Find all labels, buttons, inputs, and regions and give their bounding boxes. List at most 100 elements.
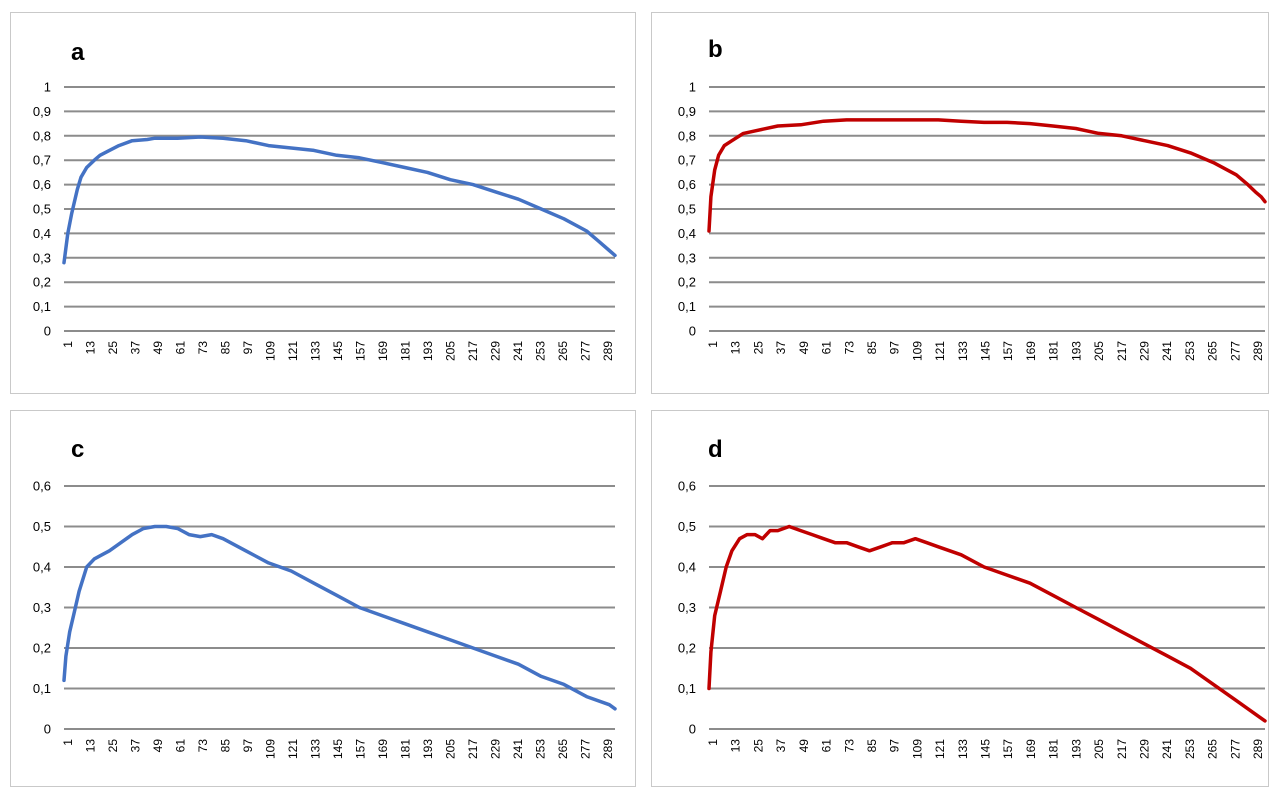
y-tick-label: 1 xyxy=(44,80,51,95)
x-tick-label: 205 xyxy=(1092,739,1106,759)
series-line xyxy=(62,135,617,265)
x-tick-label: 73 xyxy=(842,739,856,753)
x-tick-label: 193 xyxy=(421,341,435,361)
panel-letter: b xyxy=(708,36,723,63)
y-tick-label: 0,8 xyxy=(33,128,51,143)
y-tick-label: 0,2 xyxy=(678,641,696,656)
x-tick-label: 157 xyxy=(354,739,368,759)
y-tick-label: 0,4 xyxy=(678,560,696,575)
x-tick-label: 25 xyxy=(106,739,120,753)
y-tick-label: 0,1 xyxy=(33,299,51,314)
panel-letter: c xyxy=(71,436,84,463)
x-tick-label: 13 xyxy=(729,341,743,355)
x-tick-label: 49 xyxy=(797,341,811,355)
chart-svg-b: b 0 0,1 0,2 0,3 0,4 0,5 0,6 0,7 0,8 0,9 1 1 13 25 37 49 6… xyxy=(678,36,1267,361)
x-tick-label: 37 xyxy=(129,739,143,753)
x-tick-label: 97 xyxy=(888,341,902,355)
x-tick-label: 13 xyxy=(84,341,98,355)
x-tick-label: 37 xyxy=(774,739,788,753)
y-tick-label: 0,3 xyxy=(678,250,696,265)
x-tick-label: 37 xyxy=(774,341,788,355)
x-tick-label: 205 xyxy=(444,341,458,361)
x-tick-label: 193 xyxy=(1069,341,1083,361)
x-tick-label: 169 xyxy=(1024,739,1038,759)
x-tick-label: 265 xyxy=(1206,341,1220,361)
x-tick-label: 145 xyxy=(979,739,993,759)
x-tick-label: 265 xyxy=(556,341,570,361)
x-tick-label: 157 xyxy=(1001,341,1015,361)
x-tick-label: 133 xyxy=(309,341,323,361)
x-tick-label: 133 xyxy=(956,739,970,759)
x-tick-label: 253 xyxy=(534,341,548,361)
y-tick-label: 0,6 xyxy=(678,177,696,192)
x-tick-label: 145 xyxy=(331,341,345,361)
x-tick-label: 253 xyxy=(1183,739,1197,759)
x-tick-label: 25 xyxy=(106,341,120,355)
chart-panel-b: b 0 0,1 0,2 0,3 0,4 0,5 0,6 0,7 0,8 0,9 1 1 13 25 37 49 6… xyxy=(651,12,1269,394)
x-tick-label: 181 xyxy=(1047,341,1061,361)
x-tick-label: 205 xyxy=(444,739,458,759)
x-tick-label: 217 xyxy=(466,739,480,759)
x-tick-label: 121 xyxy=(286,341,300,361)
x-tick-label: 109 xyxy=(910,739,924,759)
y-tick-label: 0,2 xyxy=(678,275,696,290)
x-tick-label: 133 xyxy=(309,739,323,759)
y-tick-label: 0,2 xyxy=(33,641,51,656)
x-tick-label: 157 xyxy=(354,341,368,361)
y-tick-label: 0,6 xyxy=(33,479,51,494)
y-tick-label: 0,9 xyxy=(678,104,696,119)
x-tick-label: 73 xyxy=(842,341,856,355)
y-tick-label: 0,6 xyxy=(33,177,51,192)
x-tick-label: 97 xyxy=(241,341,255,355)
x-tick-label: 169 xyxy=(376,341,390,361)
y-tick-label: 0,1 xyxy=(678,299,696,314)
x-tick-label: 61 xyxy=(174,341,188,355)
x-tick-label: 109 xyxy=(264,341,278,361)
x-tick-label: 217 xyxy=(1115,341,1129,361)
x-tick-label: 73 xyxy=(196,341,210,355)
x-tick-label: 25 xyxy=(751,739,765,753)
y-tick-label: 0,3 xyxy=(33,250,51,265)
y-tick-label: 0,2 xyxy=(33,275,51,290)
x-tick-label: 97 xyxy=(241,739,255,753)
x-tick-label: 49 xyxy=(151,739,165,753)
series-line xyxy=(707,118,1267,233)
chart-svg-c: c 0 0,1 0,2 0,3 0,4 0,5 0,6 1 13 25 37 49 61 73 85 97 109… xyxy=(33,436,617,759)
x-tick-label: 265 xyxy=(556,739,570,759)
y-tick-label: 0,5 xyxy=(678,519,696,534)
x-tick-label: 61 xyxy=(820,341,834,355)
y-tick-label: 0 xyxy=(689,722,696,737)
x-tick-label: 25 xyxy=(751,341,765,355)
x-tick-label: 277 xyxy=(579,739,593,759)
y-tick-label: 0,5 xyxy=(33,519,51,534)
panel-letter: a xyxy=(71,39,85,66)
x-tick-label: 109 xyxy=(264,739,278,759)
x-tick-label: 1 xyxy=(706,739,720,746)
x-tick-label: 229 xyxy=(1137,739,1151,759)
x-tick-label: 37 xyxy=(129,341,143,355)
x-tick-label: 169 xyxy=(376,739,390,759)
x-tick-label: 217 xyxy=(466,341,480,361)
y-tick-label: 0,7 xyxy=(678,153,696,168)
x-tick-label: 277 xyxy=(1228,739,1242,759)
x-tick-label: 1 xyxy=(61,341,75,348)
x-tick-label: 229 xyxy=(489,739,503,759)
series-line xyxy=(62,524,617,711)
x-tick-label: 181 xyxy=(399,739,413,759)
y-tick-label: 0,3 xyxy=(33,600,51,615)
x-tick-label: 49 xyxy=(151,341,165,355)
x-tick-label: 193 xyxy=(1069,739,1083,759)
x-tick-label: 169 xyxy=(1024,341,1038,361)
x-tick-label: 193 xyxy=(421,739,435,759)
x-tick-label: 1 xyxy=(706,341,720,348)
panel-letter: d xyxy=(708,436,723,463)
chart-panel-c: c 0 0,1 0,2 0,3 0,4 0,5 0,6 1 13 25 37 49 61 73 85 97 109… xyxy=(10,410,636,787)
chart-svg-a: a 0 0,1 0,2 0,3 0,4 0,5 0,6 0,7 0,8 0,9 1 1 13 25 37 49 6… xyxy=(33,39,617,361)
y-tick-label: 0,4 xyxy=(33,560,51,575)
x-tick-label: 277 xyxy=(579,341,593,361)
y-tick-label: 0 xyxy=(44,722,51,737)
x-tick-label: 133 xyxy=(956,341,970,361)
y-tick-label: 0,1 xyxy=(33,681,51,696)
x-tick-label: 157 xyxy=(1001,739,1015,759)
x-tick-label: 13 xyxy=(84,739,98,753)
